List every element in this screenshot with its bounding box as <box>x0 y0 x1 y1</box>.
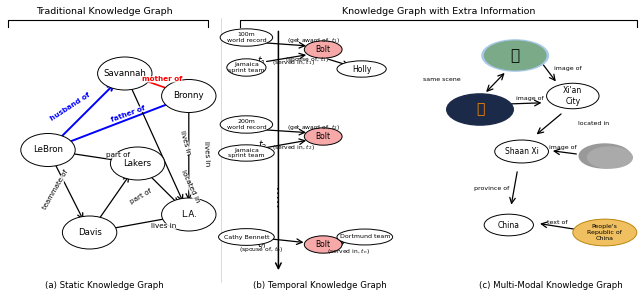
Text: (served in, $t_1$): (served in, $t_1$) <box>272 58 315 67</box>
Ellipse shape <box>161 198 216 231</box>
Text: husband of: husband of <box>49 91 92 122</box>
Circle shape <box>588 147 632 168</box>
Text: People's
Republic of
China: People's Republic of China <box>588 224 622 241</box>
Ellipse shape <box>110 147 165 180</box>
Text: text of: text of <box>547 220 567 225</box>
Text: part of: part of <box>106 152 131 158</box>
Text: father of: father of <box>110 105 146 123</box>
Text: image of: image of <box>516 96 543 101</box>
Text: (get award of, $t_1$): (get award of, $t_1$) <box>287 36 340 45</box>
Circle shape <box>579 144 630 168</box>
Text: Savannah: Savannah <box>104 69 146 78</box>
Text: lives in: lives in <box>179 130 192 155</box>
Text: Xi'an
City: Xi'an City <box>563 86 582 106</box>
Ellipse shape <box>304 41 342 58</box>
Text: (get award of, $t_2$): (get award of, $t_2$) <box>287 123 340 132</box>
Text: same scene: same scene <box>423 77 461 82</box>
Circle shape <box>484 41 546 70</box>
Text: Bronny: Bronny <box>173 92 204 100</box>
Text: Bolt: Bolt <box>316 240 331 249</box>
Text: image of: image of <box>554 66 581 71</box>
Text: Knowledge Graph with Extra Information: Knowledge Graph with Extra Information <box>342 8 535 16</box>
Text: mother of: mother of <box>141 76 182 82</box>
Text: Holly: Holly <box>352 64 371 74</box>
Text: image of: image of <box>549 145 577 150</box>
Ellipse shape <box>220 116 273 133</box>
Ellipse shape <box>547 83 599 109</box>
Ellipse shape <box>227 59 266 76</box>
Text: (served in, $t_2$): (served in, $t_2$) <box>272 143 315 152</box>
Text: Lakers: Lakers <box>124 159 152 168</box>
Text: Bolt: Bolt <box>316 132 331 141</box>
Ellipse shape <box>98 57 152 90</box>
Text: located in: located in <box>180 169 200 203</box>
Text: 100m
world record: 100m world record <box>227 32 266 43</box>
Ellipse shape <box>304 128 342 145</box>
Ellipse shape <box>219 145 275 161</box>
Text: $t_n$: $t_n$ <box>257 238 267 251</box>
Text: (a) Static Knowledge Graph: (a) Static Knowledge Graph <box>45 280 164 290</box>
Ellipse shape <box>304 236 342 253</box>
Text: Davis: Davis <box>77 228 102 237</box>
Text: (served in, $t_n$): (served in, $t_n$) <box>328 248 370 256</box>
Text: 🏯: 🏯 <box>476 103 484 116</box>
Ellipse shape <box>337 229 392 245</box>
Text: lives in: lives in <box>151 224 176 230</box>
Text: 200m
world record: 200m world record <box>227 119 266 130</box>
Text: (spouse of, $t_n$): (spouse of, $t_n$) <box>239 245 283 254</box>
Text: (b) Temporal Knowledge Graph: (b) Temporal Knowledge Graph <box>253 280 387 290</box>
Text: Jamaica
sprint team: Jamaica sprint team <box>228 62 265 73</box>
Text: Shaan Xi: Shaan Xi <box>505 147 538 156</box>
Circle shape <box>447 94 513 125</box>
Ellipse shape <box>337 61 386 77</box>
Text: $t_1$: $t_1$ <box>257 55 267 68</box>
Text: part of: part of <box>129 188 152 205</box>
Text: $t_2$: $t_2$ <box>257 139 267 152</box>
Text: province of: province of <box>474 186 509 191</box>
Text: ⛩: ⛩ <box>511 48 520 63</box>
Ellipse shape <box>63 216 117 249</box>
Ellipse shape <box>20 134 76 166</box>
Text: LeBron: LeBron <box>33 146 63 154</box>
Ellipse shape <box>495 140 548 163</box>
Ellipse shape <box>161 80 216 112</box>
Text: L.A.: L.A. <box>181 210 196 219</box>
Text: (spouse of, $t_1$): (spouse of, $t_1$) <box>285 56 329 64</box>
Ellipse shape <box>573 219 637 246</box>
Ellipse shape <box>220 29 273 46</box>
Text: teammate of: teammate of <box>42 169 70 211</box>
Circle shape <box>482 40 548 71</box>
Text: Jamaica
sprint team: Jamaica sprint team <box>228 148 265 158</box>
Text: Traditional Knowledge Graph: Traditional Knowledge Graph <box>36 8 173 16</box>
Text: Cathy Bennett: Cathy Bennett <box>223 235 269 239</box>
Text: lives in: lives in <box>203 141 211 167</box>
Text: China: China <box>498 220 520 230</box>
Ellipse shape <box>219 229 275 245</box>
Text: located in: located in <box>578 121 609 126</box>
Text: Dortmund team: Dortmund team <box>340 235 390 239</box>
Text: (c) Multi-Modal Knowledge Graph: (c) Multi-Modal Knowledge Graph <box>479 280 622 290</box>
Ellipse shape <box>484 214 534 236</box>
Text: Bolt: Bolt <box>316 45 331 54</box>
